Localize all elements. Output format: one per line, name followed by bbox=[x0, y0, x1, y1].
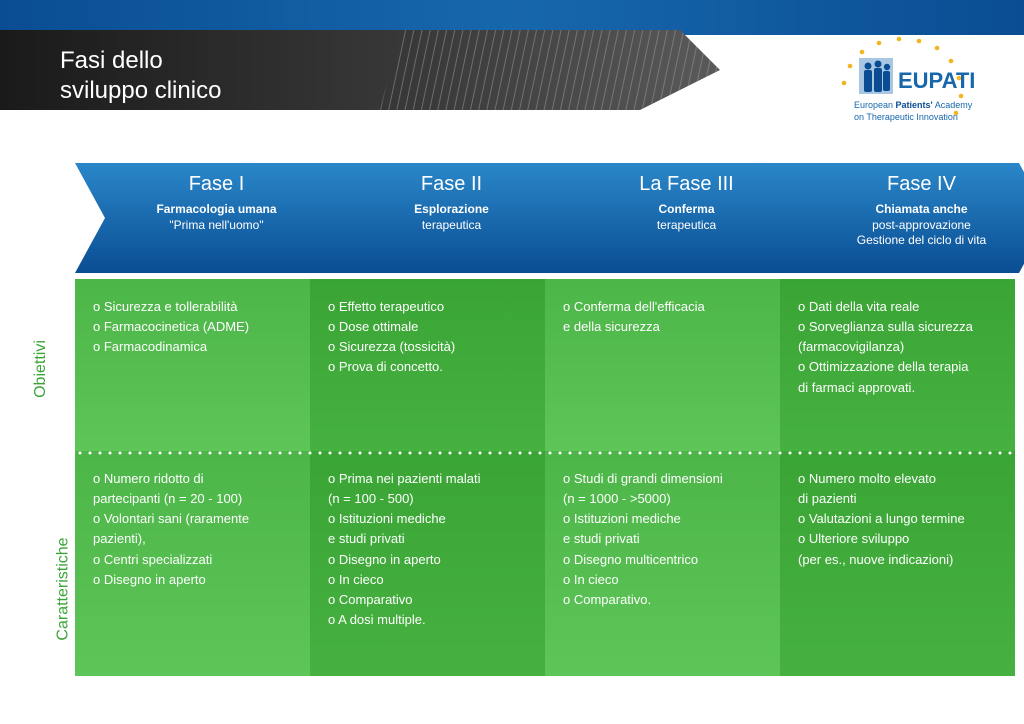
characteristics-item: Disegno in aperto bbox=[328, 550, 529, 570]
logo-svg: EUPATI European Patients' Academy on The… bbox=[824, 28, 984, 138]
characteristics-item: Ulteriore sviluppo bbox=[798, 529, 999, 549]
characteristics-item: Comparativo bbox=[328, 590, 529, 610]
characteristics-item: Comparativo. bbox=[563, 590, 764, 610]
phase-4-sub: Chiamata anche bbox=[814, 202, 1024, 218]
characteristics-item: In cieco bbox=[563, 570, 764, 590]
objectives-item: Sicurezza e tollerabilità bbox=[93, 297, 294, 317]
phase-1-sub2: "Prima nell'uomo" bbox=[109, 218, 324, 234]
phase-2-sub2: terapeutica bbox=[344, 218, 559, 234]
phase-1-sub: Farmacologia umana bbox=[109, 202, 324, 218]
title-line-1: Fasi dello bbox=[60, 47, 163, 74]
header: Fasi dello sviluppo clinico EUPATI Europ… bbox=[0, 0, 1024, 145]
characteristics-item: Istituzioni mediche bbox=[563, 509, 764, 529]
characteristics-cell-4: Numero molto elevatodi pazientiValutazio… bbox=[780, 451, 1015, 676]
objectives-item: Sicurezza (tossicità) bbox=[328, 337, 529, 357]
objectives-item: Farmacodinamica bbox=[93, 337, 294, 357]
objectives-cell-3: Conferma dell'efficaciae della sicurezza bbox=[545, 279, 780, 451]
side-label-characteristics: Caratteristiche bbox=[12, 580, 32, 598]
characteristics-item: partecipanti (n = 20 - 100) bbox=[93, 489, 294, 509]
characteristics-item: Istituzioni mediche bbox=[328, 509, 529, 529]
characteristics-item: Disegno multicentrico bbox=[563, 550, 764, 570]
content-grid: Sicurezza e tollerabilitàFarmacocinetica… bbox=[75, 279, 1015, 676]
objectives-item: Prova di concetto. bbox=[328, 357, 529, 377]
objectives-item: Dose ottimale bbox=[328, 317, 529, 337]
characteristics-item: Numero molto elevato bbox=[798, 469, 999, 489]
objectives-item: Conferma dell'efficacia bbox=[563, 297, 764, 317]
phase-arrow-3: La Fase III Confermaterapeutica bbox=[545, 163, 814, 273]
characteristics-item: A dosi multiple. bbox=[328, 610, 529, 630]
phase-3-sub: Conferma bbox=[579, 202, 794, 218]
phase-arrow-4: Fase IV Chiamata anchepost-approvazioneGe… bbox=[780, 163, 1024, 273]
objectives-item: (farmacovigilanza) bbox=[798, 337, 999, 357]
characteristics-label: Caratteristiche bbox=[55, 537, 73, 640]
characteristics-item: (per es., nuove indicazioni) bbox=[798, 550, 999, 570]
characteristics-item: Studi di grandi dimensioni bbox=[563, 469, 764, 489]
characteristics-item: (n = 1000 - >5000) bbox=[563, 489, 764, 509]
header-dark-band: Fasi dello sviluppo clinico bbox=[0, 30, 720, 110]
objectives-cell-4: Dati della vita realeSorveglianza sulla … bbox=[780, 279, 1015, 451]
characteristics-cell-3: Studi di grandi dimensioni(n = 1000 - >5… bbox=[545, 451, 780, 676]
objectives-item: Effetto terapeutico bbox=[328, 297, 529, 317]
objectives-item: Dati della vita reale bbox=[798, 297, 999, 317]
title-line-2: sviluppo clinico bbox=[60, 77, 221, 104]
phases-row: Fase I Farmacologia umana"Prima nell'uomo… bbox=[75, 163, 1015, 273]
phase-2-sub: Esplorazione bbox=[344, 202, 559, 218]
svg-text:on Therapeutic Innovation: on Therapeutic Innovation bbox=[854, 112, 958, 122]
objectives-label: Obiettivi bbox=[32, 340, 50, 398]
characteristics-item: Centri specializzati bbox=[93, 550, 294, 570]
phase-1-title: Fase I bbox=[109, 173, 324, 196]
phase-3-title: La Fase III bbox=[579, 173, 794, 196]
objectives-item: e della sicurezza bbox=[563, 317, 764, 337]
characteristics-item: Volontari sani (raramente bbox=[93, 509, 294, 529]
characteristics-item: Disegno in aperto bbox=[93, 570, 294, 590]
phase-3-sub2: terapeutica bbox=[579, 218, 794, 234]
objectives-item: Ottimizzazione della terapia bbox=[798, 357, 999, 377]
row-divider-dots bbox=[75, 451, 1015, 455]
characteristics-cell-1: Numero ridotto dipartecipanti (n = 20 - … bbox=[75, 451, 310, 676]
characteristics-item: Prima nei pazienti malati bbox=[328, 469, 529, 489]
svg-text:European Patients' Academy: European Patients' Academy bbox=[854, 100, 973, 110]
characteristics-cell-2: Prima nei pazienti malati(n = 100 - 500)… bbox=[310, 451, 545, 676]
objectives-cell-1: Sicurezza e tollerabilitàFarmacocinetica… bbox=[75, 279, 310, 451]
characteristics-item: e studi privati bbox=[563, 529, 764, 549]
characteristics-item: Valutazioni a lungo termine bbox=[798, 509, 999, 529]
objectives-cell-2: Effetto terapeuticoDose ottimaleSicurezz… bbox=[310, 279, 545, 451]
side-label-objectives: Obiettivi bbox=[12, 360, 32, 378]
characteristics-item: di pazienti bbox=[798, 489, 999, 509]
phase-4-sub2: post-approvazioneGestione del ciclo di v… bbox=[814, 218, 1024, 249]
eupati-logo: EUPATI European Patients' Academy on The… bbox=[824, 28, 984, 143]
phase-4-title: Fase IV bbox=[814, 173, 1024, 196]
characteristics-item: pazienti), bbox=[93, 529, 294, 549]
characteristics-item: Numero ridotto di bbox=[93, 469, 294, 489]
characteristics-item: (n = 100 - 500) bbox=[328, 489, 529, 509]
objectives-item: di farmaci approvati. bbox=[798, 378, 999, 398]
svg-text:EUPATI: EUPATI bbox=[898, 68, 975, 93]
phase-2-title: Fase II bbox=[344, 173, 559, 196]
phase-arrow-2: Fase II Esplorazioneterapeutica bbox=[310, 163, 579, 273]
objectives-item: Sorveglianza sulla sicurezza bbox=[798, 317, 999, 337]
objectives-item: Farmacocinetica (ADME) bbox=[93, 317, 294, 337]
phase-arrow-1: Fase I Farmacologia umana"Prima nell'uomo… bbox=[75, 163, 344, 273]
page-title: Fasi dello sviluppo clinico bbox=[60, 46, 221, 106]
characteristics-item: In cieco bbox=[328, 570, 529, 590]
characteristics-item: e studi privati bbox=[328, 529, 529, 549]
